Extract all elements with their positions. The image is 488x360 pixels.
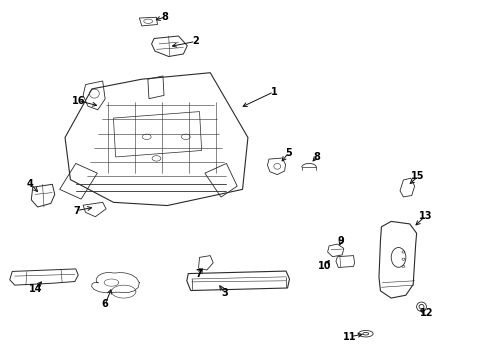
Text: 4: 4 bbox=[27, 179, 34, 189]
Text: 2: 2 bbox=[192, 36, 199, 46]
Text: 11: 11 bbox=[343, 332, 356, 342]
Text: 5: 5 bbox=[285, 148, 291, 158]
Text: 7: 7 bbox=[73, 206, 80, 216]
Text: 9: 9 bbox=[337, 236, 344, 246]
Text: 8: 8 bbox=[162, 12, 168, 22]
Text: 3: 3 bbox=[221, 288, 228, 298]
Text: 7: 7 bbox=[195, 269, 202, 279]
Text: 12: 12 bbox=[419, 308, 432, 318]
Text: 10: 10 bbox=[318, 261, 331, 271]
Text: 1: 1 bbox=[270, 87, 277, 97]
Text: 15: 15 bbox=[410, 171, 424, 181]
Text: 6: 6 bbox=[102, 299, 108, 309]
Text: 14: 14 bbox=[28, 284, 42, 294]
Text: 13: 13 bbox=[418, 211, 431, 221]
Text: 8: 8 bbox=[313, 152, 320, 162]
Text: 16: 16 bbox=[71, 96, 85, 106]
